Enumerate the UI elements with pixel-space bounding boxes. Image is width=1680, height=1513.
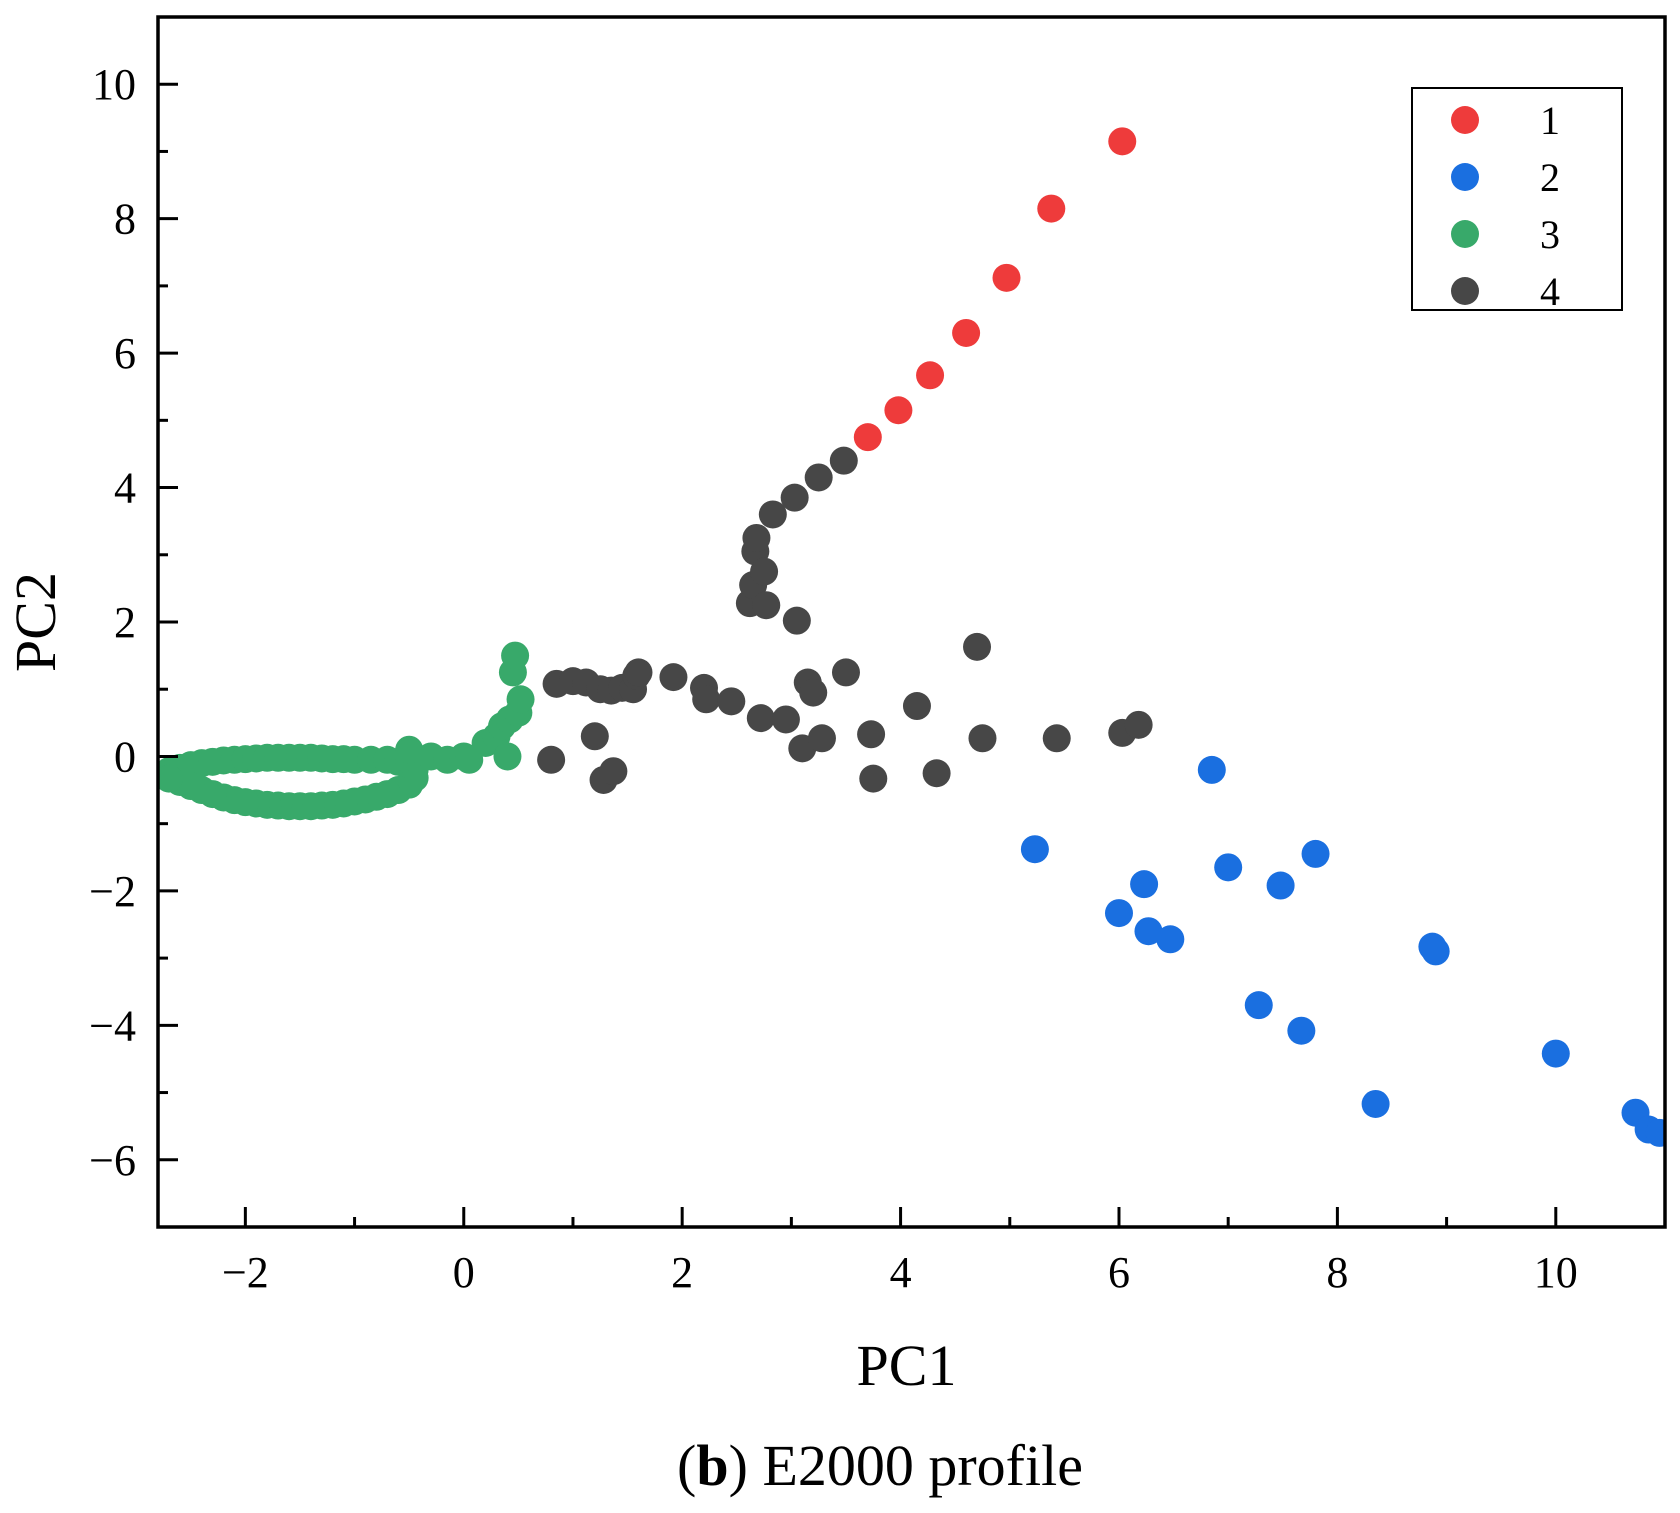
data-point [506, 685, 535, 714]
series-4 [537, 446, 1153, 794]
data-point [1156, 925, 1185, 954]
data-point [717, 687, 746, 716]
data-point [742, 523, 771, 552]
data-point [1134, 917, 1163, 946]
y-tick-label: 8 [114, 195, 136, 244]
caption-prefix: ( [677, 1433, 696, 1498]
legend-marker [1451, 277, 1479, 305]
data-point [1020, 835, 1049, 864]
legend-box [1411, 87, 1623, 311]
data-point [537, 745, 566, 774]
y-tick-label: −4 [89, 1001, 136, 1050]
y-tick-label: 10 [92, 60, 136, 109]
points-layer [158, 127, 1665, 1147]
legend-label: 3 [1540, 212, 1560, 257]
data-point [1541, 1039, 1570, 1068]
data-point [902, 692, 931, 721]
data-point [746, 704, 775, 733]
legend: 1 2 3 4 [1411, 87, 1623, 314]
data-point [853, 423, 882, 452]
y-tick-label: 2 [114, 598, 136, 647]
data-point [1042, 724, 1071, 753]
legend-label: 1 [1540, 98, 1560, 143]
data-point [804, 463, 833, 492]
x-axis-label: PC1 [857, 1333, 957, 1398]
y-tick-label: 6 [114, 329, 136, 378]
figure-caption: (b) E2000 profile [677, 1433, 1083, 1498]
x-tick-label: −2 [222, 1248, 269, 1297]
data-point [952, 318, 981, 347]
x-tick-label: 2 [671, 1248, 693, 1297]
data-point [916, 361, 945, 390]
data-point [782, 606, 811, 635]
y-axis-label: PC2 [3, 572, 68, 672]
data-point [395, 735, 424, 764]
legend-marker [1451, 220, 1479, 248]
data-point [1287, 1016, 1316, 1045]
data-point [752, 591, 781, 620]
legend-item-1: 1 [1451, 98, 1560, 143]
data-point [758, 500, 787, 529]
data-point [829, 446, 858, 475]
x-tick-label: 0 [453, 1248, 475, 1297]
data-point [580, 722, 609, 751]
data-point [807, 724, 836, 753]
data-point [799, 678, 828, 707]
legend-label: 2 [1540, 155, 1560, 200]
legend-item-2: 2 [1451, 155, 1560, 200]
data-point [692, 685, 721, 714]
data-point [1244, 991, 1273, 1020]
data-point [857, 720, 886, 749]
data-point [1645, 1118, 1665, 1147]
data-point [771, 705, 800, 734]
data-point [884, 396, 913, 425]
data-point [831, 658, 860, 687]
data-point [922, 759, 951, 788]
series-3 [158, 641, 535, 821]
data-point [992, 263, 1021, 292]
legend-label: 4 [1540, 269, 1560, 314]
data-point [1361, 1089, 1390, 1118]
data-point [1108, 127, 1137, 156]
caption-suffix: ) E2000 profile [729, 1433, 1083, 1498]
data-point [1421, 937, 1450, 966]
data-point [750, 557, 779, 586]
series-2 [1020, 755, 1665, 1147]
x-tick-label: 10 [1534, 1248, 1578, 1297]
legend-item-3: 3 [1451, 212, 1560, 257]
data-point [968, 724, 997, 753]
data-point [780, 483, 809, 512]
series-1 [853, 127, 1137, 452]
legend-marker [1451, 163, 1479, 191]
caption-label: b [696, 1433, 728, 1498]
data-point [493, 742, 522, 771]
x-tick-label: 8 [1326, 1248, 1348, 1297]
y-tick-label: 0 [114, 732, 136, 781]
legend-marker [1451, 106, 1479, 134]
data-point [859, 764, 888, 793]
data-point [158, 764, 183, 793]
data-point [1214, 853, 1243, 882]
data-point [1124, 710, 1153, 739]
ticks-layer: −2 0 2 4 6 8 10 −6 −4 −2 0 2 4 6 8 10 [89, 15, 1667, 1297]
y-tick-label: −2 [89, 867, 136, 916]
data-point [1197, 755, 1226, 784]
data-point [1037, 194, 1066, 223]
x-tick-label: 6 [1108, 1248, 1130, 1297]
data-point [963, 632, 992, 661]
legend-item-4: 4 [1451, 269, 1560, 314]
data-point [599, 757, 628, 786]
data-point [1104, 899, 1133, 928]
data-point [1266, 871, 1295, 900]
data-point [624, 658, 653, 687]
data-point [1301, 839, 1330, 868]
data-point [1130, 870, 1159, 899]
data-point [501, 641, 530, 670]
y-tick-label: −6 [89, 1136, 136, 1185]
data-point [659, 663, 688, 692]
x-tick-label: 4 [890, 1248, 912, 1297]
y-tick-label: 4 [114, 464, 136, 513]
